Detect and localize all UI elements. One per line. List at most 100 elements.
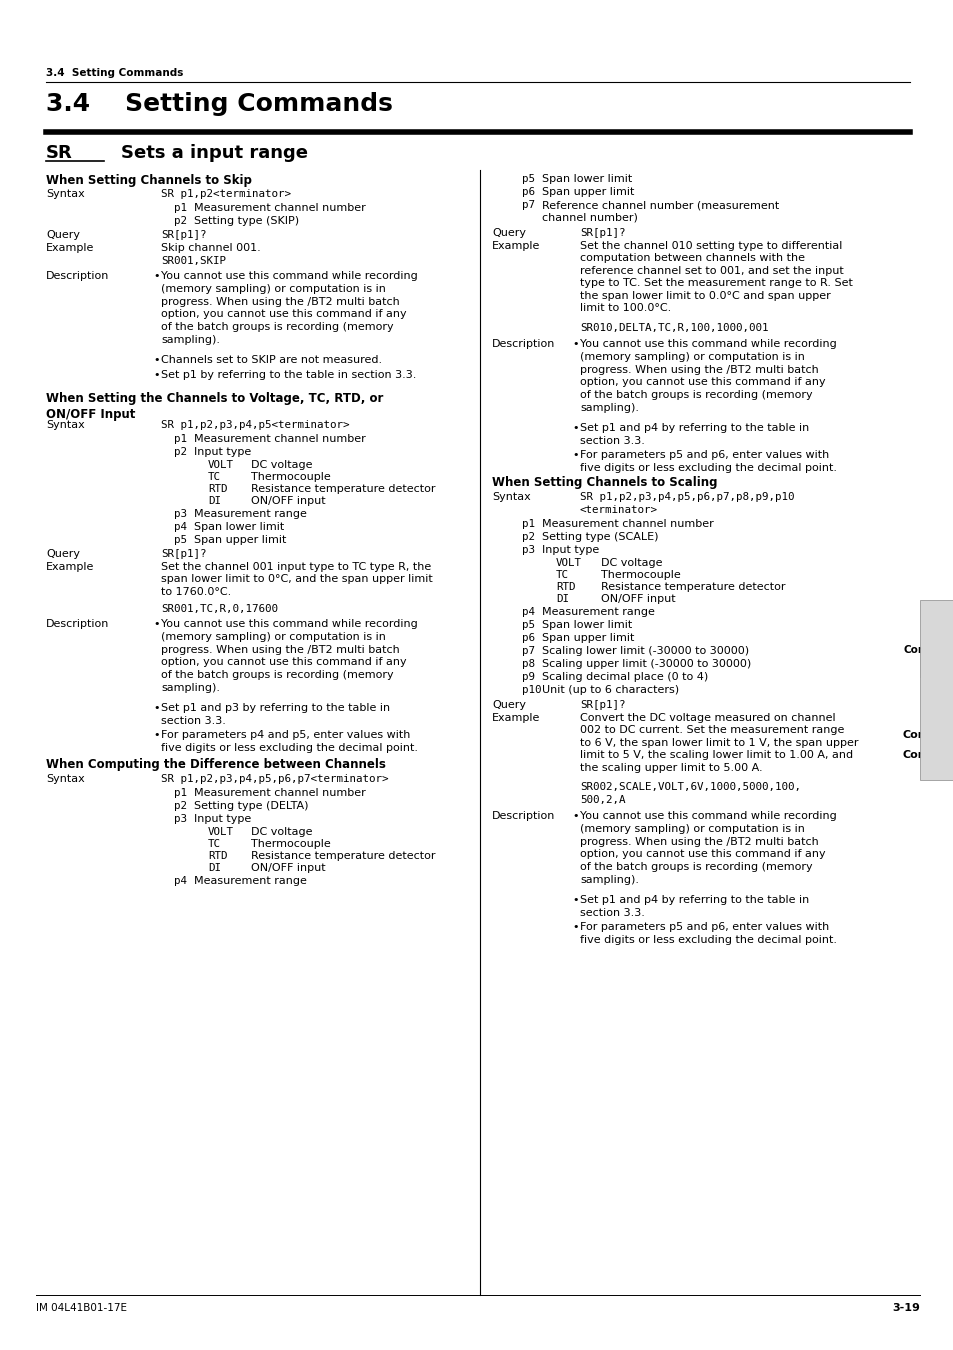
Text: Thermocouple: Thermocouple: [600, 570, 680, 580]
Text: p10: p10: [521, 684, 541, 695]
Text: p3: p3: [173, 814, 187, 824]
Text: SR002,SCALE,VOLT,6V,1000,5000,100,: SR002,SCALE,VOLT,6V,1000,5000,100,: [579, 782, 801, 792]
Text: SR: SR: [46, 144, 72, 162]
Text: p2: p2: [173, 801, 187, 811]
Text: Description: Description: [492, 339, 555, 350]
Text: When Setting the Channels to Voltage, TC, RTD, or
ON/OFF Input: When Setting the Channels to Voltage, TC…: [46, 392, 383, 421]
Text: p3: p3: [173, 509, 187, 518]
Text: Syntax: Syntax: [46, 774, 85, 784]
Text: For parameters p4 and p5, enter values with
five digits or less excluding the de: For parameters p4 and p5, enter values w…: [161, 730, 417, 753]
Text: SR p1,p2,p3,p4,p5,p6,p7,p8,p9,p10: SR p1,p2,p3,p4,p5,p6,p7,p8,p9,p10: [579, 491, 794, 502]
Text: Thermocouple: Thermocouple: [251, 838, 331, 849]
Text: Measurement channel number: Measurement channel number: [193, 433, 365, 444]
Text: When Setting Channels to Scaling: When Setting Channels to Scaling: [492, 477, 717, 489]
Text: Measurement range: Measurement range: [193, 876, 307, 886]
Text: •: •: [152, 620, 159, 629]
Text: Measurement range: Measurement range: [193, 509, 307, 518]
Text: Channels set to SKIP are not measured.: Channels set to SKIP are not measured.: [161, 355, 382, 364]
Text: p1: p1: [173, 202, 187, 213]
Text: Reference channel number (measurement
channel number): Reference channel number (measurement ch…: [541, 200, 779, 223]
Text: p4: p4: [173, 522, 187, 532]
Text: IM 04L41B01-17E: IM 04L41B01-17E: [36, 1303, 127, 1314]
Text: p8: p8: [521, 659, 535, 670]
Text: 3.4    Setting Commands: 3.4 Setting Commands: [46, 92, 393, 116]
Text: Skip channel 001.: Skip channel 001.: [161, 243, 260, 252]
Text: SR p1,p2,p3,p4,p5<terminator>: SR p1,p2,p3,p4,p5<terminator>: [161, 420, 349, 431]
Text: Set p1 and p4 by referring to the table in
section 3.3.: Set p1 and p4 by referring to the table …: [579, 895, 808, 918]
Text: Sets a input range: Sets a input range: [121, 144, 308, 162]
Text: Measurement channel number: Measurement channel number: [193, 788, 365, 798]
Text: Resistance temperature detector: Resistance temperature detector: [600, 582, 784, 593]
Text: TC: TC: [208, 838, 221, 849]
Text: Commands: Commands: [902, 751, 953, 760]
Text: Query: Query: [46, 549, 80, 559]
Text: DI: DI: [556, 594, 568, 603]
Text: •: •: [152, 271, 159, 281]
Bar: [919, 599, 953, 780]
Text: You cannot use this command while recording
(memory sampling) or computation is : You cannot use this command while record…: [579, 339, 836, 413]
Text: p5: p5: [521, 174, 535, 184]
Text: p5: p5: [521, 620, 535, 630]
Text: p7: p7: [521, 200, 535, 211]
Bar: [919, 649, 953, 678]
Text: Scaling upper limit (-30000 to 30000): Scaling upper limit (-30000 to 30000): [541, 659, 750, 670]
Text: VOLT: VOLT: [556, 558, 581, 568]
Text: TC: TC: [208, 472, 221, 482]
Text: •: •: [572, 895, 578, 905]
Text: Set p1 and p4 by referring to the table in
section 3.3.: Set p1 and p4 by referring to the table …: [579, 423, 808, 446]
Text: SR001,SKIP: SR001,SKIP: [161, 256, 226, 266]
Text: SR p1,p2<terminator>: SR p1,p2<terminator>: [161, 189, 291, 198]
Text: Span lower limit: Span lower limit: [541, 174, 632, 184]
Text: Syntax: Syntax: [46, 420, 85, 431]
Text: ON/OFF input: ON/OFF input: [600, 594, 675, 603]
Text: Example: Example: [46, 562, 94, 572]
Text: Example: Example: [492, 242, 539, 251]
Text: •: •: [152, 703, 159, 713]
Text: Input type: Input type: [193, 447, 251, 458]
Text: Convert the DC voltage measured on channel
002 to DC current. Set the measuremen: Convert the DC voltage measured on chann…: [579, 713, 858, 772]
Text: DC voltage: DC voltage: [251, 828, 313, 837]
Text: Commands: Commands: [902, 730, 953, 740]
Text: p9: p9: [521, 672, 535, 682]
Text: •: •: [572, 922, 578, 931]
Text: p1: p1: [173, 433, 187, 444]
Text: Query: Query: [46, 230, 80, 240]
Text: •: •: [572, 811, 578, 821]
Text: For parameters p5 and p6, enter values with
five digits or less excluding the de: For parameters p5 and p6, enter values w…: [579, 450, 836, 472]
Text: Set the channel 001 input type to TC type R, the
span lower limit to 0°C, and th: Set the channel 001 input type to TC typ…: [161, 562, 433, 597]
Text: You cannot use this command while recording
(memory sampling) or computation is : You cannot use this command while record…: [161, 620, 417, 693]
Text: Input type: Input type: [193, 814, 251, 824]
Text: VOLT: VOLT: [208, 828, 233, 837]
Text: Set the channel 010 setting type to differential
computation between channels wi: Set the channel 010 setting type to diff…: [579, 242, 852, 313]
Text: Setting type (SKIP): Setting type (SKIP): [193, 216, 299, 225]
Text: 500,2,A: 500,2,A: [579, 795, 625, 805]
Text: You cannot use this command while recording
(memory sampling) or computation is : You cannot use this command while record…: [579, 811, 836, 886]
Text: Example: Example: [46, 243, 94, 252]
Text: •: •: [152, 355, 159, 364]
Text: Measurement range: Measurement range: [541, 608, 654, 617]
Text: Query: Query: [492, 701, 525, 710]
Text: Syntax: Syntax: [492, 491, 530, 502]
Text: •: •: [572, 450, 578, 460]
Text: Description: Description: [46, 620, 110, 629]
Text: SR[p1]?: SR[p1]?: [579, 701, 625, 710]
Text: 3.4  Setting Commands: 3.4 Setting Commands: [46, 68, 183, 78]
Text: •: •: [572, 339, 578, 350]
Text: Scaling decimal place (0 to 4): Scaling decimal place (0 to 4): [541, 672, 707, 682]
Text: p1: p1: [521, 518, 535, 529]
Text: 3: 3: [930, 660, 943, 678]
Text: Span lower limit: Span lower limit: [193, 522, 284, 532]
Text: Measurement channel number: Measurement channel number: [541, 518, 713, 529]
Text: SR[p1]?: SR[p1]?: [161, 230, 206, 240]
Text: Span upper limit: Span upper limit: [541, 633, 634, 643]
Text: Thermocouple: Thermocouple: [251, 472, 331, 482]
Text: p3: p3: [521, 545, 535, 555]
Text: DC voltage: DC voltage: [251, 460, 313, 470]
Text: •: •: [572, 423, 578, 433]
Text: Input type: Input type: [541, 545, 598, 555]
Text: Unit (up to 6 characters): Unit (up to 6 characters): [541, 684, 679, 695]
Text: Set p1 and p3 by referring to the table in
section 3.3.: Set p1 and p3 by referring to the table …: [161, 703, 390, 726]
Text: Span lower limit: Span lower limit: [541, 620, 632, 630]
Text: SR001,TC,R,0,17600: SR001,TC,R,0,17600: [161, 603, 277, 614]
Text: p4: p4: [173, 876, 187, 886]
